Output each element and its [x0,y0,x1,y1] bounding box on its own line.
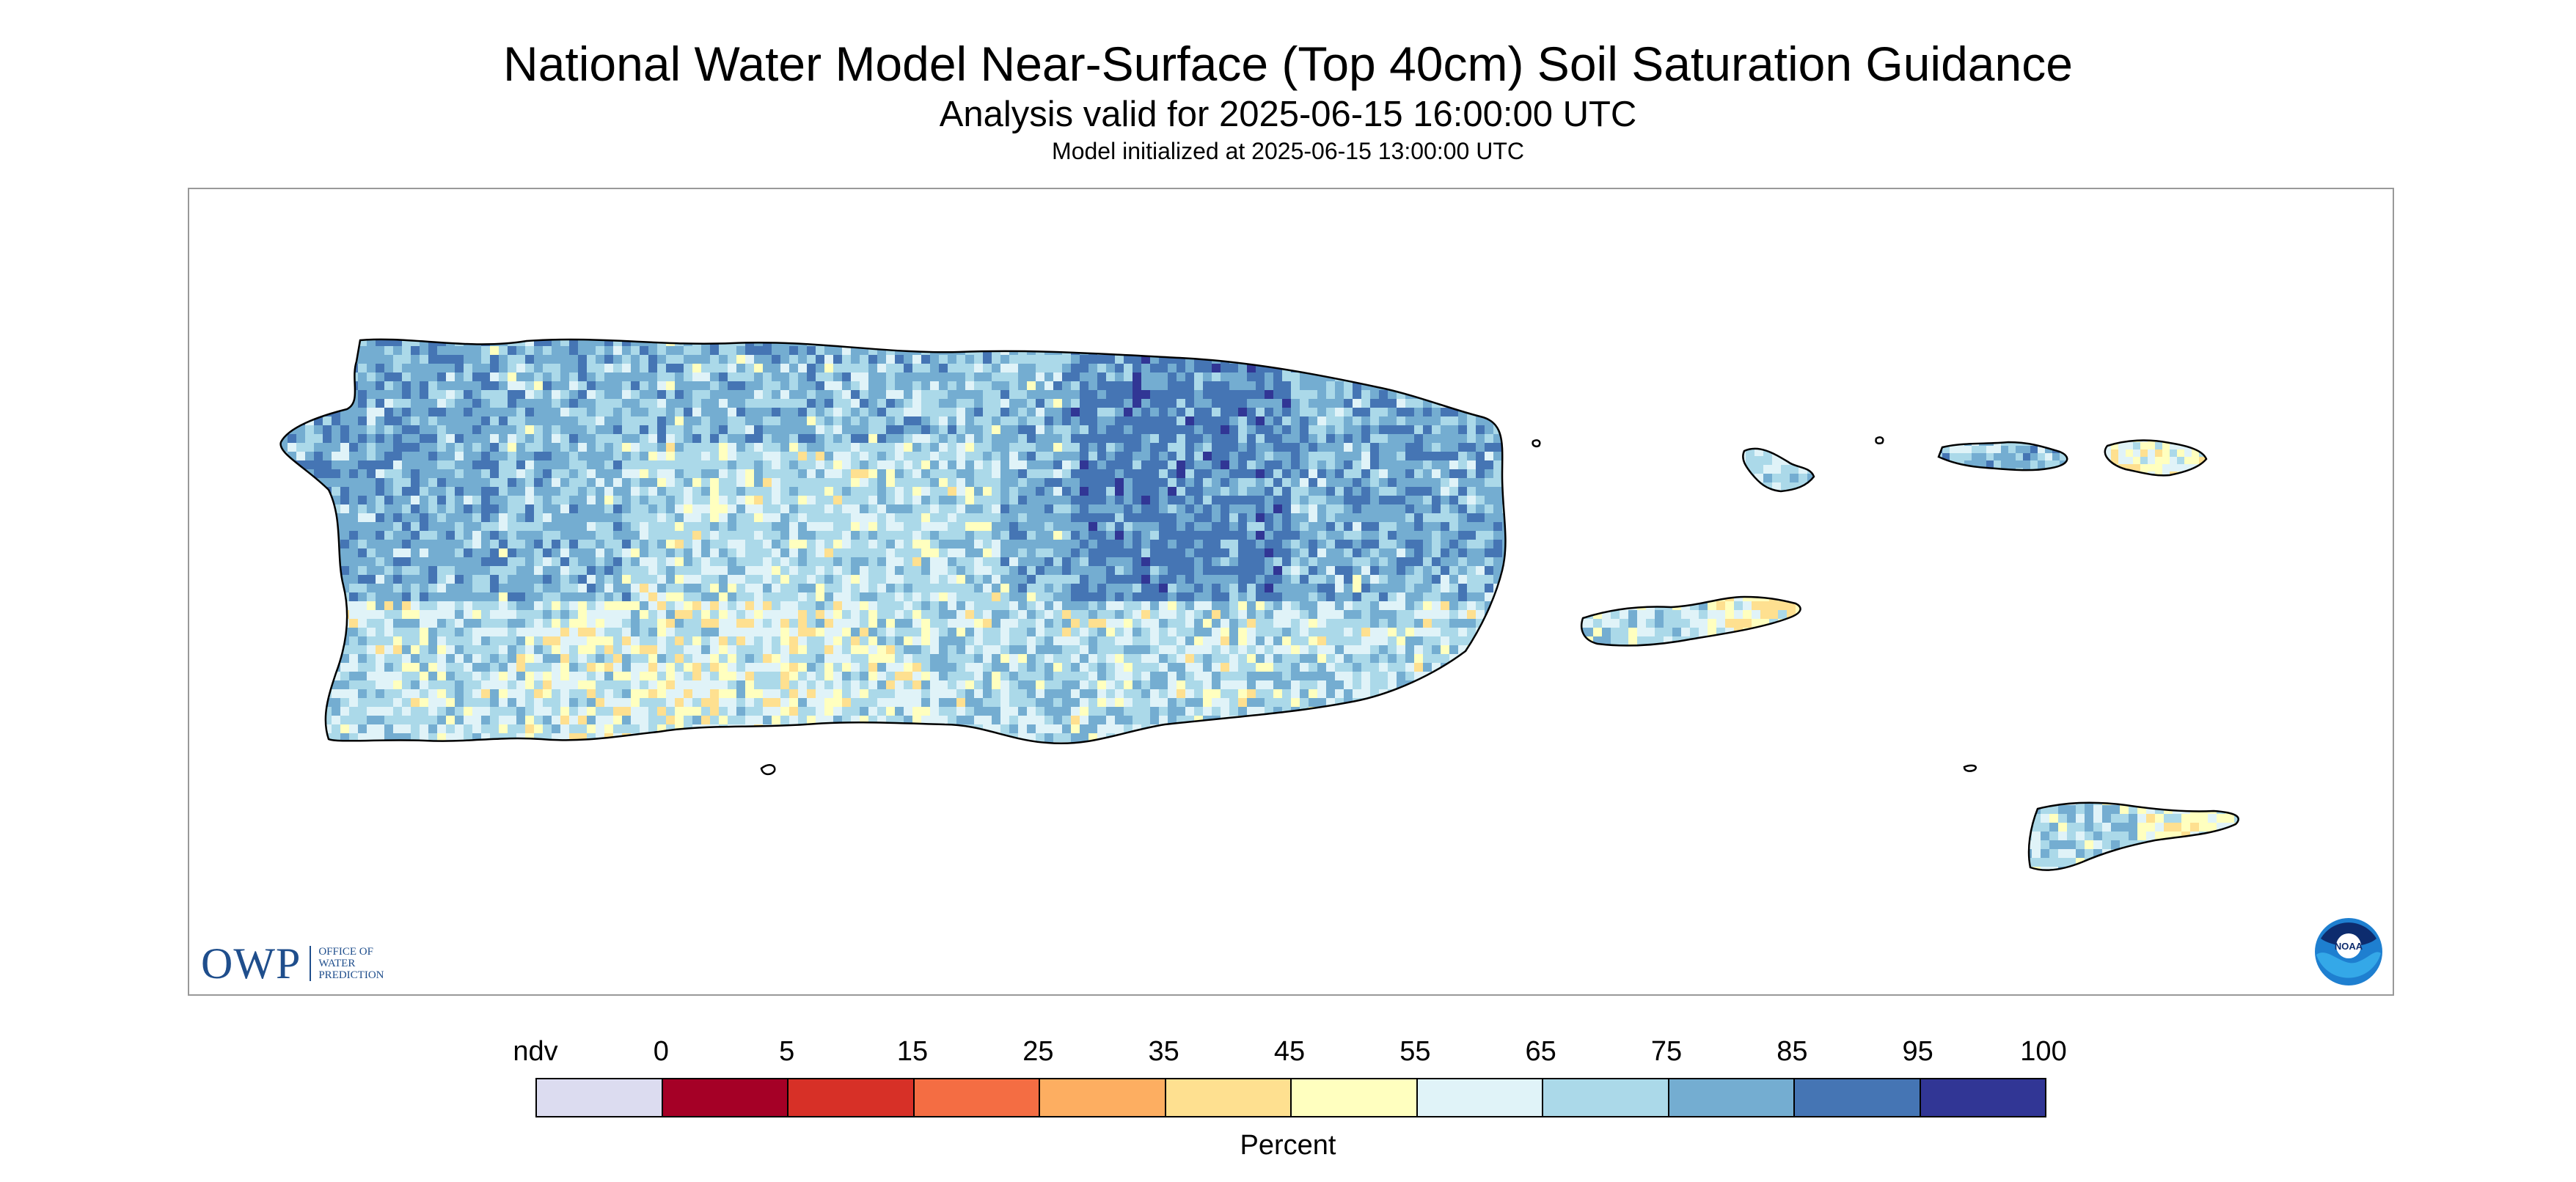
colorbar-label: Percent [1240,1130,1336,1161]
colorbar-tick-label: 0 [653,1036,669,1067]
colorbar-tick-label: 15 [896,1036,929,1067]
colorbar-swatch [1795,1079,1921,1116]
colorbar-swatch [1166,1079,1292,1116]
noaa-logo-icon: NOAA [2315,918,2382,985]
colorbar-swatch [1417,1079,1543,1116]
colorbar-tick-label: 25 [1022,1036,1054,1067]
colorbar-swatch [1292,1079,1418,1116]
colorbar-swatch [1669,1079,1795,1116]
colorbar-tick-label: 45 [1273,1036,1306,1067]
colorbar-swatch [1920,1079,2045,1116]
islet-outline [1875,436,1884,444]
colorbar-swatch [914,1079,1040,1116]
map-title: National Water Model Near-Surface (Top 4… [503,37,2073,91]
map-panel: OWP OFFICE OF WATER PREDICTION NOAA [188,188,2394,996]
colorbar-tick-label: 5 [779,1036,795,1067]
colorbar-swatch [662,1079,788,1116]
colorbar-tick-label: 65 [1525,1036,1556,1067]
colorbar-tick-label: 100 [2020,1036,2067,1067]
colorbar-tick-label: 55 [1399,1036,1431,1067]
colorbar [535,1078,2046,1117]
colorbar-swatch [1543,1079,1669,1116]
model-init-line: Model initialized at 2025-06-15 13:00:00… [1052,138,1524,164]
colorbar-swatch [1040,1079,1166,1116]
map-subtitle: Analysis valid for 2025-06-15 16:00:00 U… [939,95,1637,134]
colorbar-swatch [788,1079,915,1116]
colorbar-tick-label: 85 [1777,1036,1808,1067]
colorbar-tick-label: ndv [513,1036,558,1067]
colorbar-tick-label: 35 [1148,1036,1179,1067]
colorbar-tick-label: 75 [1650,1036,1683,1067]
soil-saturation-map [279,338,2239,871]
islet-outline [1532,439,1541,447]
colorbar-tick-label: 95 [1902,1036,1933,1067]
owp-subtitle: OFFICE OF WATER PREDICTION [310,946,384,981]
colorbar-legend: ndv 0 5 15 25 35 45 55 65 75 85 95 100 [513,1035,2067,1117]
owp-logo: OWP OFFICE OF WATER PREDICTION [201,939,384,988]
colorbar-swatch [537,1079,663,1116]
mona-island-outline [760,764,776,776]
islet-outline [1963,764,1977,772]
